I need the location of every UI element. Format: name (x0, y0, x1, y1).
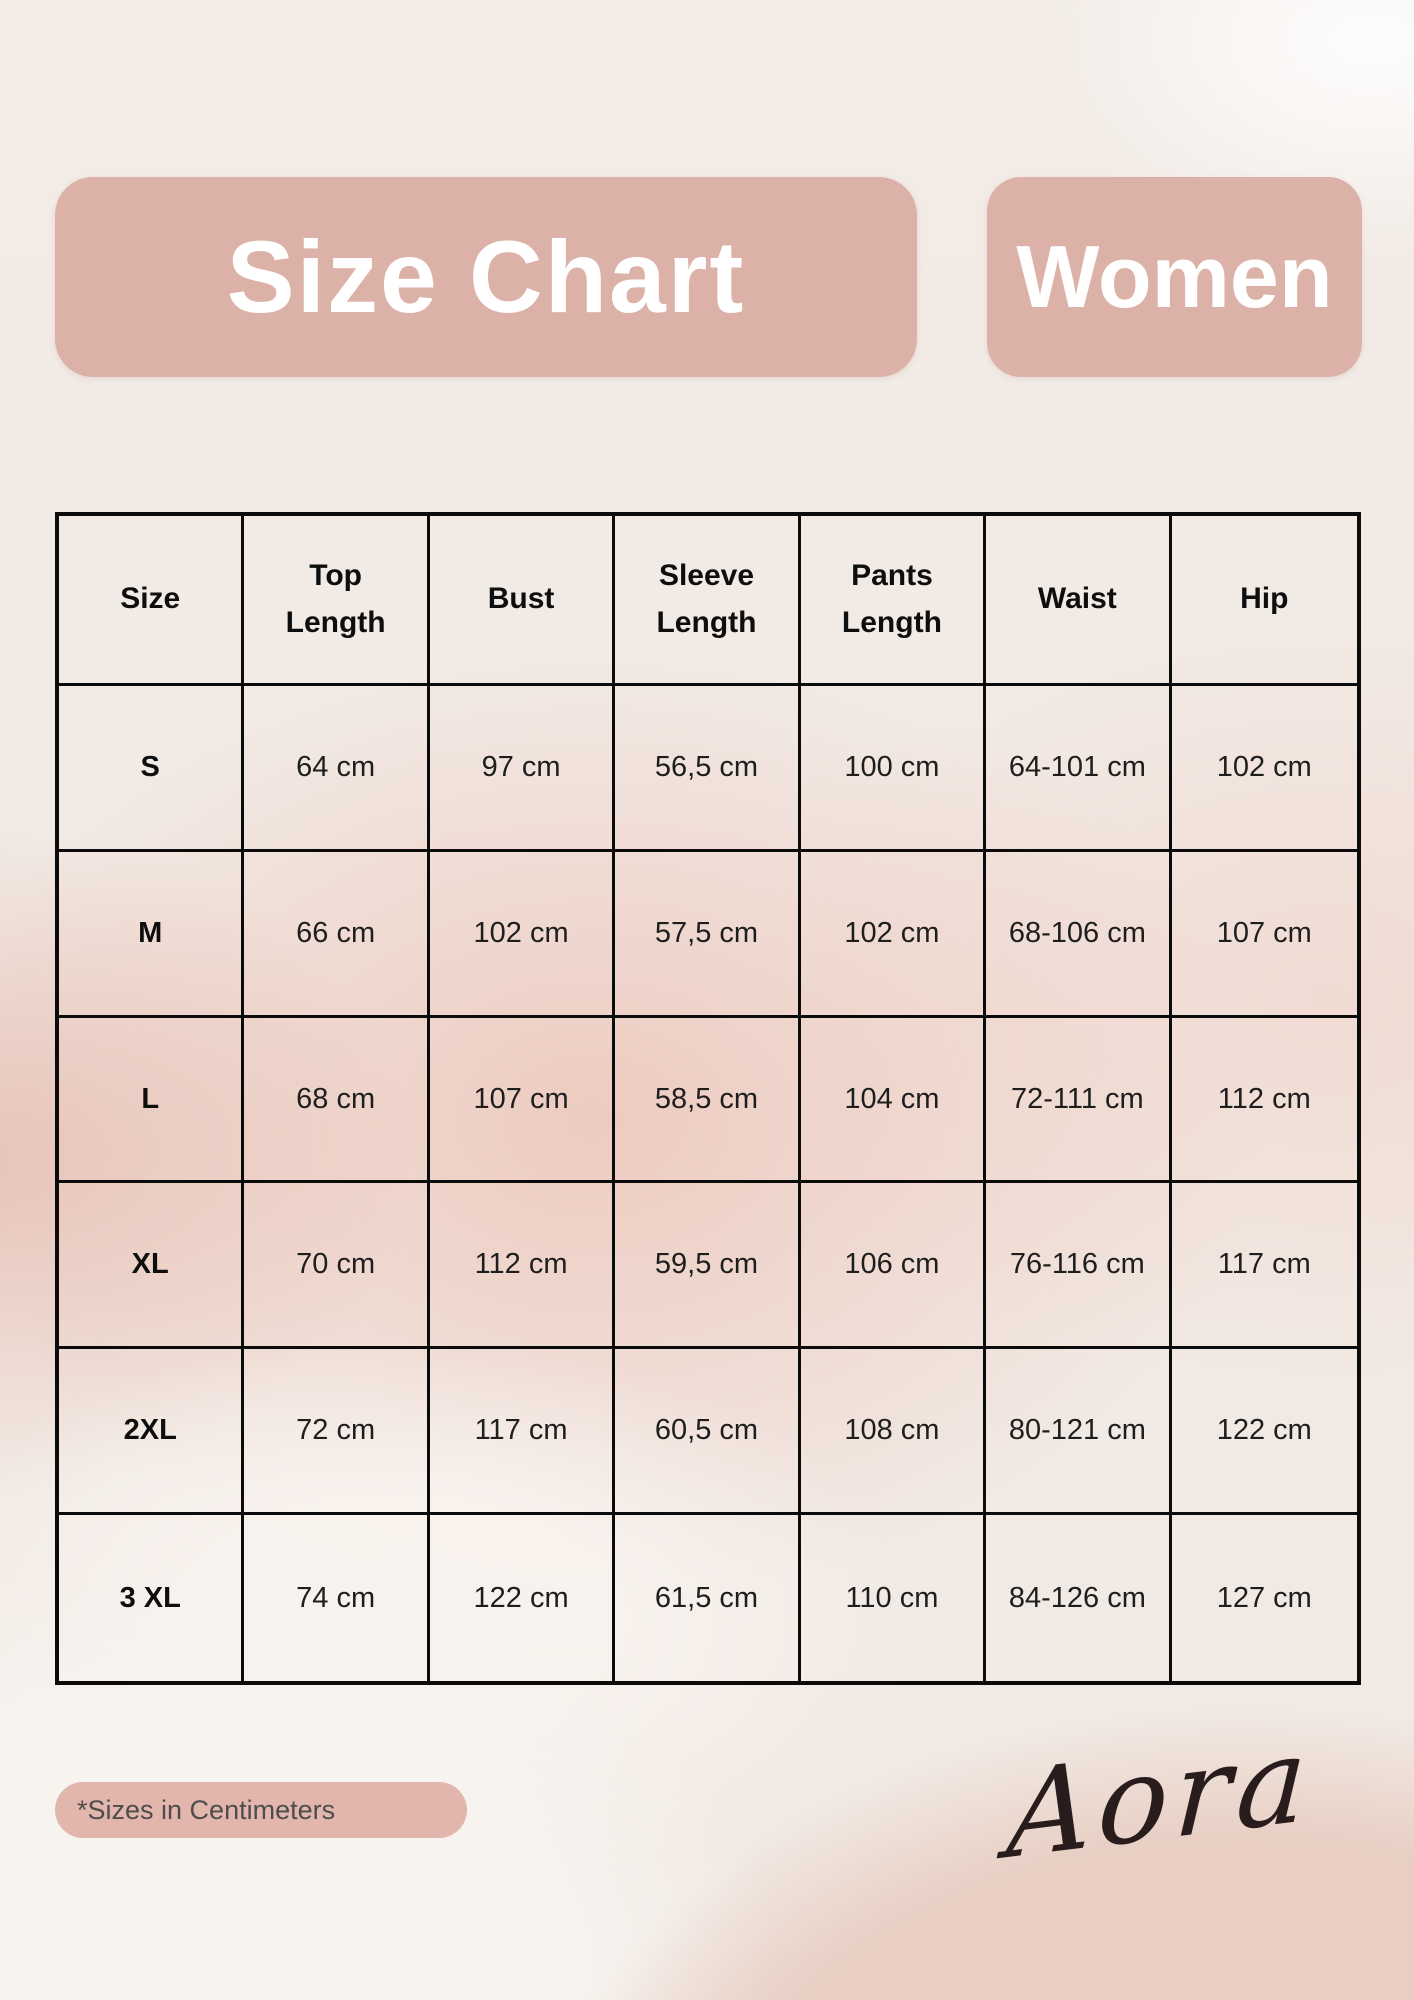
table-cell: 84-126 cm (986, 1515, 1172, 1681)
column-header-pants-length: Pants Length (800, 516, 987, 686)
table-cell: 110 cm (801, 1515, 987, 1681)
table-cell: 59,5 cm (615, 1183, 801, 1350)
table-cell: 106 cm (800, 1183, 987, 1350)
size-cell: L (59, 1017, 245, 1184)
table-cell: 108 cm (800, 1349, 987, 1516)
table-cell: 122 cm (1171, 1349, 1357, 1516)
table-cell: 72 cm (244, 1349, 430, 1516)
table-cell: 74 cm (244, 1515, 430, 1681)
table-cell: 76-116 cm (986, 1183, 1172, 1350)
table-cell: 100 cm (800, 686, 987, 852)
table-cell: 68-106 cm (986, 851, 1172, 1018)
brand-signature: Aora (948, 1708, 1371, 1885)
table-cell: 80-121 cm (986, 1349, 1172, 1516)
header: Size Chart Women (55, 177, 1362, 377)
table-cell: 60,5 cm (615, 1349, 801, 1516)
brand-name: Aora (1003, 1708, 1317, 1886)
column-header-top-length: Top Length (244, 516, 430, 686)
table-cell: 102 cm (800, 851, 987, 1018)
table-cell: 112 cm (1171, 1018, 1357, 1184)
table-cell: 58,5 cm (615, 1017, 801, 1184)
category-label: Women (1016, 227, 1333, 326)
table-cell: 68 cm (244, 1017, 430, 1184)
units-note: *Sizes in Centimeters (77, 1794, 336, 1825)
table-cell: 66 cm (244, 851, 430, 1018)
table-cell: 117 cm (1171, 1183, 1357, 1350)
size-cell: 2XL (59, 1349, 245, 1516)
table-cell: 104 cm (800, 1017, 987, 1184)
table-cell: 102 cm (429, 851, 616, 1018)
table-cell: 107 cm (429, 1017, 616, 1184)
table-cell: 97 cm (429, 686, 616, 852)
table-cell: 117 cm (429, 1349, 616, 1516)
page-title: Size Chart (226, 219, 746, 334)
column-header-sleeve-length: Sleeve Length (615, 516, 801, 686)
table-cell: 70 cm (244, 1183, 430, 1350)
column-header-bust: Bust (429, 516, 616, 686)
category-badge: Women (987, 177, 1362, 377)
table-cell: 127 cm (1216, 1581, 1312, 1614)
table-cell: 61,5 cm (615, 1515, 801, 1681)
title-badge: Size Chart (55, 177, 917, 377)
table-cell: 102 cm (1171, 686, 1357, 852)
table-cell: 107 cm (1171, 852, 1357, 1018)
size-cell: M (59, 851, 245, 1018)
column-header-hip: Hip (1171, 516, 1357, 686)
table-cell: 122 cm (430, 1515, 616, 1681)
size-cell: 3 XL (59, 1515, 245, 1681)
table-cell: 57,5 cm (615, 851, 801, 1018)
table-cell: 56,5 cm (615, 686, 801, 852)
column-header-size: Size (59, 516, 245, 686)
table-cell: 112 cm (429, 1183, 616, 1350)
units-note-pill: *Sizes in Centimeters (55, 1782, 467, 1838)
size-cell: XL (59, 1183, 245, 1350)
column-header-waist: Waist (986, 516, 1172, 686)
size-cell: S (59, 686, 245, 852)
table-cell: 72-111 cm (986, 1017, 1172, 1184)
table-cell: 64 cm (244, 686, 430, 852)
size-table: Size Top Length Bust Sleeve Length Pants… (55, 512, 1361, 1685)
table-cell: 64-101 cm (986, 686, 1172, 852)
